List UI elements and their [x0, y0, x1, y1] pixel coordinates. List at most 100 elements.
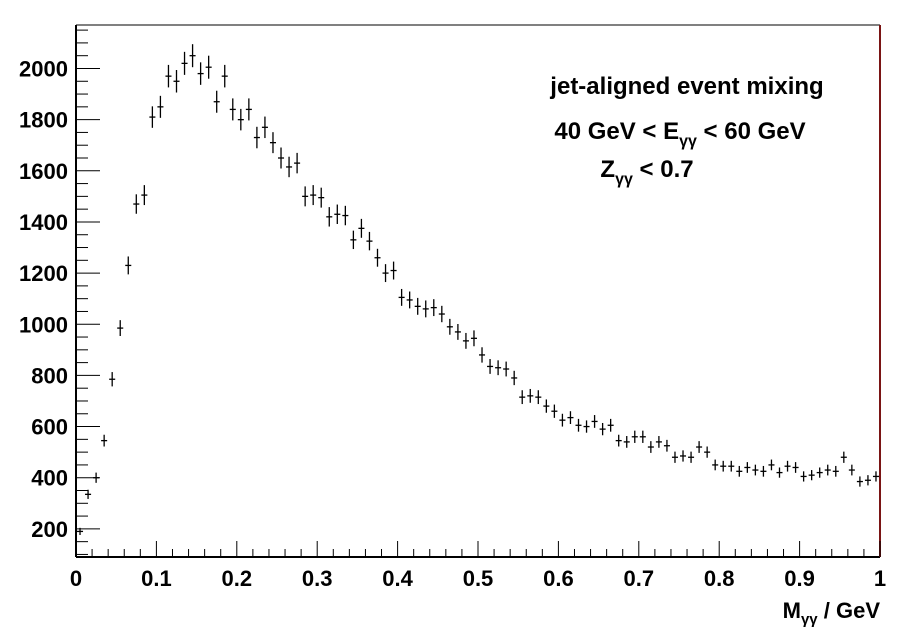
data-point — [599, 422, 606, 436]
data-point — [213, 90, 220, 113]
data-point — [109, 372, 116, 387]
x-tick-label: 0.6 — [543, 566, 574, 591]
data-point — [382, 264, 389, 283]
data-point — [133, 194, 140, 214]
y-tick-label: 600 — [31, 415, 68, 440]
x-axis-ticks — [75, 541, 881, 557]
data-point — [221, 64, 228, 88]
data-point — [696, 441, 703, 453]
data-point — [744, 462, 751, 473]
data-point — [454, 323, 461, 340]
data-point — [422, 300, 429, 318]
x-tick-label: 0 — [70, 566, 82, 591]
x-tick-label: 0.3 — [302, 566, 333, 591]
data-point — [101, 434, 108, 447]
data-point — [141, 185, 148, 206]
x-axis-title-subscript: γγ — [801, 611, 818, 628]
y-axis-tick-labels: 200 400 600 800 1000 1200 1400 1600 1800… — [19, 56, 68, 541]
data-point — [864, 475, 871, 486]
data-point — [583, 420, 590, 433]
data-point — [165, 64, 172, 88]
data-point — [414, 297, 421, 315]
y-tick-label: 200 — [31, 517, 68, 542]
annotation-line: jet-aligned event mixing — [549, 73, 823, 100]
data-point — [77, 527, 84, 536]
data-point — [366, 231, 373, 251]
data-point — [205, 55, 212, 79]
data-point — [824, 464, 831, 476]
y-axis-ticks — [76, 29, 100, 555]
annotation-block: jet-aligned event mixing 40 GeV < Eγγ < … — [549, 73, 823, 188]
data-point — [286, 156, 293, 178]
data-point — [655, 436, 662, 448]
x-tick-label: 0.7 — [624, 566, 655, 591]
x-tick-label: 1 — [874, 566, 886, 591]
annotation-text: jet-aligned event mixing — [549, 73, 823, 100]
data-point — [430, 299, 437, 317]
data-point — [559, 413, 566, 427]
y-tick-label: 1600 — [19, 159, 68, 184]
data-point — [334, 204, 341, 224]
x-tick-label: 0.1 — [141, 566, 172, 591]
data-point — [487, 359, 494, 374]
data-point — [728, 460, 735, 472]
data-point — [639, 430, 646, 443]
data-point — [776, 467, 783, 478]
data-point — [189, 44, 196, 68]
data-point — [872, 471, 879, 482]
data-point — [800, 471, 807, 482]
data-point — [310, 185, 317, 206]
data-point — [326, 207, 333, 227]
data-point — [149, 106, 156, 128]
plot-frame — [75, 24, 881, 558]
data-point — [551, 404, 558, 418]
y-tick-label: 1400 — [19, 210, 68, 235]
data-point — [446, 318, 453, 335]
data-point — [535, 390, 542, 405]
y-tick-label: 1000 — [19, 312, 68, 337]
x-tick-label: 0.4 — [382, 566, 413, 591]
data-point — [792, 462, 799, 473]
data-point — [567, 411, 574, 424]
x-tick-label: 0.8 — [704, 566, 735, 591]
x-axis-title-tail: / GeV — [818, 598, 881, 623]
data-point — [503, 361, 510, 377]
data-point — [848, 464, 855, 476]
data-point — [294, 152, 301, 174]
y-tick-label: 2000 — [19, 56, 68, 81]
annotation-text: < 0.7 — [633, 156, 694, 183]
data-point — [840, 451, 847, 463]
data-point — [832, 465, 839, 477]
annotation-text: 40 GeV < E — [554, 118, 679, 145]
data-point — [358, 218, 365, 238]
x-tick-label: 0.5 — [463, 566, 494, 591]
data-point — [688, 451, 695, 463]
data-point — [543, 399, 550, 413]
data-point — [712, 459, 719, 471]
data-point — [704, 446, 711, 458]
annotation-line: 40 GeV < Eγγ < 60 GeV — [554, 118, 805, 150]
data-point — [117, 320, 124, 337]
data-point — [93, 472, 100, 483]
data-point — [495, 360, 502, 376]
y-tick-label: 800 — [31, 363, 68, 388]
data-point — [125, 256, 132, 275]
data-point — [784, 460, 791, 472]
data-point — [680, 450, 687, 462]
data-point — [816, 467, 823, 478]
data-point — [253, 126, 260, 149]
data-series — [77, 44, 879, 536]
data-point — [269, 132, 276, 154]
data-point — [752, 464, 759, 476]
data-point — [438, 305, 445, 323]
data-point — [318, 187, 325, 208]
x-axis-title-main: M — [783, 598, 801, 623]
data-point — [575, 418, 582, 432]
y-tick-label: 400 — [31, 466, 68, 491]
data-point — [342, 205, 349, 226]
data-point — [631, 430, 638, 443]
x-tick-label: 0.2 — [222, 566, 253, 591]
data-point — [760, 465, 767, 477]
data-point — [237, 108, 244, 131]
